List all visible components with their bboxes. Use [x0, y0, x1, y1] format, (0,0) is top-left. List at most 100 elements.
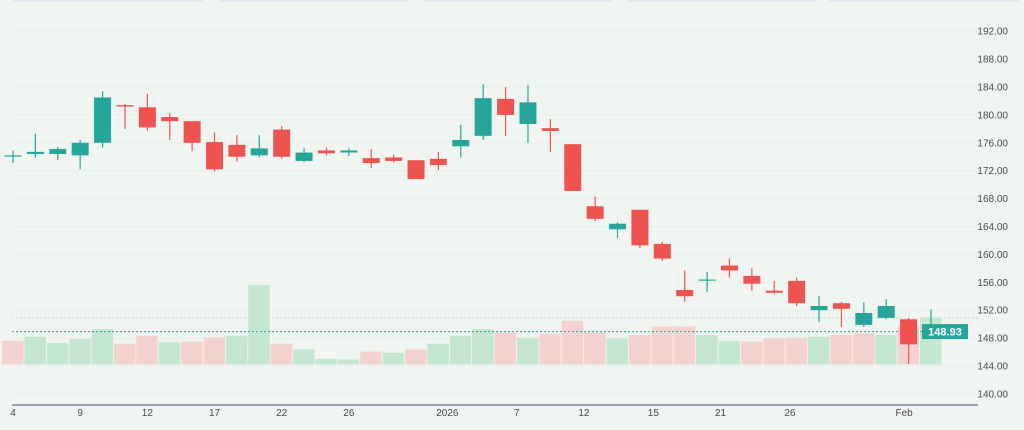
- candle: [362, 149, 380, 168]
- tab-indicator: [423, 0, 611, 2]
- x-tick-label: 12: [578, 408, 590, 419]
- candle-body: [138, 107, 156, 128]
- candle-body: [183, 121, 201, 143]
- y-tick-label: 188.00: [977, 55, 1008, 66]
- candle: [474, 84, 492, 141]
- volume-bar: [763, 338, 785, 365]
- candle-body: [362, 158, 380, 164]
- candle: [250, 135, 268, 158]
- y-tick-label: 160.00: [977, 250, 1008, 261]
- candle: [609, 222, 627, 239]
- volume-bar: [46, 342, 69, 365]
- candle: [429, 151, 447, 171]
- candle: [116, 103, 134, 129]
- gridlines: [12, 30, 978, 395]
- candle-body: [206, 142, 224, 170]
- candle-body: [497, 98, 515, 115]
- volume-bar: [718, 340, 740, 365]
- candle: [228, 135, 246, 162]
- y-tick-label: 180.00: [977, 110, 1008, 121]
- volume-bar: [158, 342, 181, 365]
- y-tick-label: 148.00: [977, 334, 1008, 345]
- candle-body: [452, 140, 470, 147]
- x-tick-label: 4: [10, 408, 16, 419]
- x-tick-label: 9: [77, 408, 83, 419]
- y-tick-label: 184.00: [977, 83, 1008, 94]
- volume-bar: [315, 358, 337, 365]
- x-tick-label: 26: [343, 408, 355, 419]
- x-tick-label: 15: [648, 408, 660, 419]
- volume-bar: [472, 329, 494, 365]
- candle: [586, 196, 604, 221]
- y-tick-label: 152.00: [977, 306, 1008, 317]
- candle-body: [71, 142, 89, 156]
- y-tick-label: 164.00: [977, 222, 1008, 233]
- candle-body: [788, 280, 806, 304]
- candle: [743, 268, 761, 291]
- candle-body: [832, 303, 850, 309]
- candle: [541, 119, 559, 152]
- candle-body: [250, 148, 268, 156]
- candle: [832, 301, 850, 327]
- candle: [631, 209, 649, 249]
- candle: [295, 148, 313, 163]
- candle-body: [586, 206, 604, 219]
- volume-bar: [24, 336, 46, 365]
- volume-bar: [449, 335, 472, 365]
- candle-body: [541, 128, 559, 131]
- tab-indicator: [219, 0, 407, 2]
- volume-bar: [113, 343, 136, 365]
- volume-bar: [696, 334, 718, 365]
- top-tab-strip: [14, 0, 1018, 2]
- y-tick-label: 140.00: [977, 389, 1008, 400]
- candle-body: [676, 289, 694, 297]
- last-price-badge-bg: [922, 324, 968, 340]
- candle: [720, 258, 738, 278]
- volume-bar: [181, 341, 203, 365]
- tab-indicator: [14, 0, 202, 2]
- candle-body: [653, 243, 671, 259]
- candle: [676, 270, 694, 302]
- volume-bar: [875, 334, 897, 365]
- y-tick-label: 144.00: [977, 362, 1008, 373]
- volume-bar: [69, 339, 91, 365]
- volume-bar: [136, 335, 158, 365]
- volume-bar: [270, 343, 293, 365]
- candle-body: [743, 276, 761, 284]
- volume-bar: [225, 335, 248, 365]
- volume-bar: [561, 320, 584, 365]
- volume-bar: [337, 359, 360, 365]
- candle-body: [340, 150, 358, 153]
- candle: [519, 84, 537, 143]
- candle-body: [810, 306, 828, 311]
- candle-body: [49, 149, 67, 154]
- volume-bar: [91, 329, 114, 365]
- candle: [653, 241, 671, 261]
- candle-body: [765, 290, 783, 293]
- volume-bar: [405, 349, 427, 365]
- y-tick-label: 192.00: [977, 27, 1008, 38]
- volume-bar: [785, 337, 808, 365]
- candle: [94, 91, 112, 148]
- candle: [340, 148, 358, 157]
- volume-bar: [740, 341, 763, 365]
- x-tick-label: 2026: [436, 408, 459, 419]
- candle: [788, 277, 806, 307]
- tab-indicator: [627, 0, 815, 2]
- candle: [49, 146, 67, 161]
- candle: [161, 112, 179, 141]
- candle-body: [720, 265, 738, 271]
- candle: [183, 121, 201, 152]
- candle-body: [429, 158, 447, 166]
- volume-bar: [830, 334, 852, 365]
- candle: [810, 296, 828, 323]
- candle: [138, 93, 156, 131]
- last-price-badge: 148.93: [922, 324, 968, 340]
- last-price-label: 148.93: [928, 327, 962, 339]
- x-tick-label: 17: [209, 408, 221, 419]
- volume-bar: [539, 333, 561, 365]
- candle-body: [273, 129, 291, 157]
- volume-bar: [293, 349, 315, 365]
- volume-bar: [203, 337, 226, 365]
